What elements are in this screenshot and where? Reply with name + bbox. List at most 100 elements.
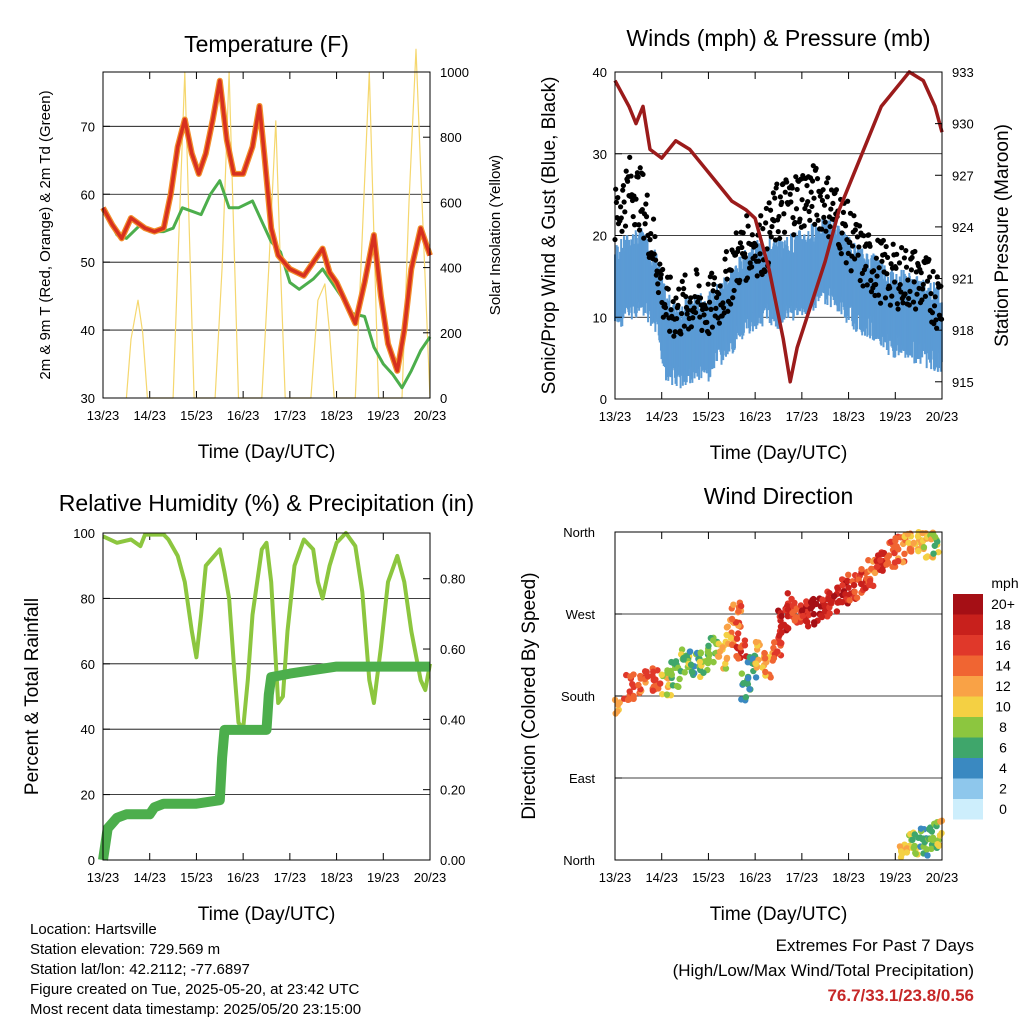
x-tick-label: 18/23 [320, 870, 353, 885]
direction-point [626, 688, 633, 695]
gust-point [883, 243, 889, 250]
direction-points [611, 528, 946, 861]
direction-point [630, 695, 637, 703]
gust-point [929, 310, 936, 316]
colorbar-label: 4 [999, 760, 1007, 776]
direction-point [681, 669, 688, 676]
x-tick-label: 19/23 [879, 409, 912, 424]
colorbar-swatch [953, 758, 983, 779]
gust-point [635, 174, 641, 180]
y-tick-label: East [569, 771, 595, 786]
direction-point [893, 543, 900, 550]
gust-point [808, 189, 814, 195]
direction-point [770, 655, 778, 662]
direction-point [906, 545, 914, 553]
direction-point [799, 612, 807, 620]
y-tick-label: 40 [81, 722, 95, 737]
gust-point [692, 309, 699, 316]
gust-point [894, 301, 900, 307]
gust-point [687, 299, 693, 305]
direction-point [656, 680, 664, 687]
gust-point [845, 198, 851, 204]
direction-point [649, 687, 657, 694]
gust-point [867, 243, 873, 249]
extremes-box: Extremes For Past 7 Days (High/Low/Max W… [673, 933, 974, 1008]
gust-point [657, 261, 663, 267]
gust-point [807, 217, 813, 223]
direction-point [655, 685, 662, 692]
colorbar-title: mph [991, 575, 1018, 591]
x-tick-label: 19/23 [367, 870, 400, 885]
gust-point [623, 168, 629, 174]
direction-point [723, 655, 731, 663]
direction-point [905, 539, 912, 546]
direction-point [858, 565, 865, 573]
gust-point [722, 256, 728, 262]
gust-point [825, 175, 831, 181]
precip-line [98, 661, 430, 861]
gust-point [667, 328, 673, 334]
pressure-line [613, 70, 944, 384]
gust-point [776, 213, 782, 220]
gust-point [851, 213, 857, 219]
gust-point [910, 299, 917, 305]
x-tick-label: 19/23 [367, 408, 400, 423]
gust-point [653, 257, 659, 263]
direction-point [924, 852, 931, 859]
extremes-subtitle: (High/Low/Max Wind/Total Precipitation) [672, 961, 974, 980]
gust-point [737, 277, 743, 283]
direction-point [671, 660, 678, 667]
direction-point [784, 606, 792, 613]
plot-frame [102, 71, 431, 399]
colorbar-swatch [953, 799, 983, 820]
direction-point [741, 637, 749, 644]
direction-point [687, 661, 695, 668]
y-tick-label: 20 [81, 788, 95, 803]
gust-point [912, 248, 918, 255]
gust-point [695, 299, 701, 305]
direction-point [901, 550, 908, 558]
colorbar-swatch [953, 717, 983, 738]
gust-point [895, 306, 901, 312]
y-tick-label: 40 [593, 65, 607, 80]
gust-point [650, 216, 657, 222]
y-tick-label: 80 [81, 591, 95, 606]
chart-title: Temperature (F) [184, 31, 349, 57]
gust-point [898, 245, 905, 251]
y-tick-label: North [563, 853, 595, 868]
gust-point [827, 223, 833, 230]
colorbar-label: 18 [995, 617, 1011, 633]
gust-point [739, 244, 745, 251]
gust-point [840, 209, 847, 215]
y-tick-label: 0 [88, 853, 95, 868]
direction-point [705, 642, 712, 650]
gust-point [676, 286, 682, 292]
gust-point [681, 286, 687, 292]
direction-point [673, 682, 681, 690]
gust-point [706, 330, 712, 337]
gust-point [731, 287, 737, 294]
x-tick-label: 15/23 [692, 409, 725, 424]
direction-point [810, 610, 817, 618]
gust-point [934, 325, 940, 331]
gust-point [903, 247, 909, 254]
extremes-values: 76.7/33.1/23.8/0.56 [827, 986, 974, 1005]
gust-point [681, 323, 687, 329]
direction-point [761, 655, 769, 662]
gust-point [674, 315, 680, 322]
gust-point [838, 251, 844, 257]
gust-point [637, 165, 643, 171]
y-tick-label: West [566, 607, 596, 622]
direction-point [798, 607, 806, 614]
direction-point [839, 582, 846, 589]
direction-point [744, 658, 752, 666]
direction-point [659, 690, 666, 698]
gust-point [839, 230, 845, 236]
direction-point [877, 556, 884, 564]
direction-point [723, 624, 731, 631]
gust-point [658, 271, 664, 278]
gust-point [806, 208, 812, 215]
gust-point [884, 254, 891, 261]
solar-insolation-line [125, 48, 431, 399]
panel-1: Temperature (F) Time (Day/UTC) 2m & 9m T (… [37, 31, 504, 463]
